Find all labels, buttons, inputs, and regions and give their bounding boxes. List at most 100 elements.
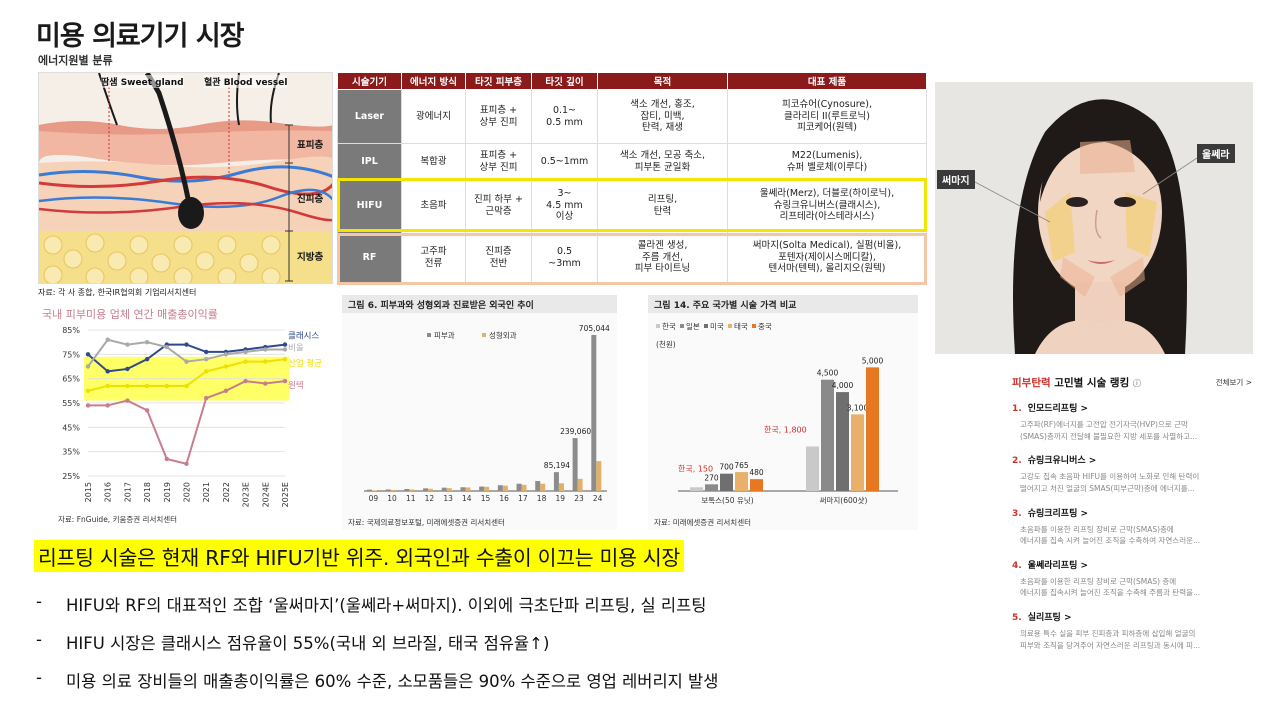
series-label: 비올	[288, 343, 304, 353]
data-point	[105, 337, 110, 342]
data-point	[223, 364, 229, 369]
table-cell-purpose: 색소 개선, 모공 축소, 피부톤 균일화	[597, 143, 728, 180]
ranking-item-desc: 의료용 특수 실을 피부 진피층과 피하층에 삽입해 얼굴의 피부와 조직을 당겨…	[1012, 628, 1244, 651]
bar	[460, 487, 466, 491]
ranking-item-desc-line: 초음파를 이용한 리프팅 장비로 근막(SMAS) 층에	[1020, 576, 1177, 586]
table-cell-products: 써마지(Solta Medical), 실펌(비올), 포텐자(제이시스메디칼)…	[727, 231, 927, 284]
table-cell-energy: 초음파	[401, 179, 466, 232]
ranking-item-name: 실리프팅 >	[1027, 613, 1072, 623]
bar	[836, 392, 849, 491]
ranking-panel: 피부탄력 고민별 시술 랭킹 ⓘ 전체보기 > 1. 인모드리프팅 > 고주파(RF…	[1012, 375, 1252, 675]
blood-vessel-label: 혈관 Blood vessel	[204, 75, 288, 88]
x-tick-label: 12	[425, 494, 435, 503]
ranking-item-name: 슈링크리프팅 >	[1027, 508, 1089, 519]
ranking-item-title[interactable]: 2. 슈링크유니버스 >	[1012, 453, 1252, 466]
x-tick-label: 2019	[163, 482, 172, 502]
data-point	[282, 378, 288, 384]
data-label: 270	[704, 473, 719, 482]
ranking-item-desc: 초음파를 이용한 리프팅 장비로 근막(SMAS) 층에 에너지를 집속시켜 늘어…	[1012, 576, 1244, 599]
view-all-link[interactable]: 전체보기 >	[1215, 378, 1252, 387]
x-tick-label: 2024E	[261, 482, 270, 507]
list-item[interactable]: 4. 울쎄라리프팅 > 초음파를 이용한 리프팅 장비로 근막(SMAS) 층에 에너…	[1012, 558, 1252, 599]
bar	[502, 485, 508, 491]
data-label: 480	[749, 468, 764, 477]
bar	[367, 489, 372, 491]
x-tick-label: 15	[481, 494, 491, 503]
table-cell-products: 피코슈어(Cynosure), 클라리티 II(루트로닉) 피코케어(원텍)	[727, 89, 927, 144]
y-tick-label: 75%	[62, 350, 80, 359]
thermage-tag: 써마지	[937, 170, 975, 189]
table-header: 대표 제품	[727, 72, 927, 90]
data-point	[85, 388, 91, 394]
data-point	[263, 347, 268, 352]
margin-chart-source: 자료: FnGuide, 키움증권 리서치센터	[58, 515, 178, 524]
ranking-item-title[interactable]: 5. 실리프팅 >	[1012, 610, 1252, 623]
ranking-item-desc-line: 떨어지고 처진 얼굴의 SMAS(피부근막)층에 에너지를...	[1020, 483, 1195, 493]
bar	[851, 414, 864, 491]
x-tick-label: 11	[406, 494, 416, 503]
legend-label: 피부과	[434, 331, 455, 340]
data-label: 4,000	[832, 381, 854, 390]
table-cell-depth: 0.5~1mm	[531, 143, 598, 180]
bar	[535, 481, 541, 491]
epidermis-label: 표피층	[297, 140, 324, 151]
ranking-item-title[interactable]: 4. 울쎄라리프팅 >	[1012, 558, 1252, 571]
list-item[interactable]: 1. 인모드리프팅 > 고주파(RF)에너지를 고전압 전기자극(HVP)으로 근막…	[1012, 401, 1252, 442]
data-point	[243, 359, 248, 364]
summary-bullets: - HIFU와 RF의 대표적인 조합 ‘울써마지’(울쎄라+써마지). 이외에 …	[36, 592, 718, 706]
x-tick-label: 19	[555, 494, 565, 503]
bar	[705, 484, 718, 491]
table-header-row: 시술기기 에너지 방식 타깃 피부층 타깃 깊이 목적 대표 제품	[337, 72, 927, 90]
patients-chart-panel: 그림 6. 피부과와 성형외과 진료받은 외국인 추이 피부과 성형외과 09 10 1…	[342, 295, 617, 530]
table-cell-energy: 복합광	[401, 143, 466, 180]
list-item[interactable]: 5. 실리프팅 > 의료용 특수 실을 피부 진피층과 피하층에 삽입해 얼굴의 피부…	[1012, 610, 1252, 651]
ranking-item-desc-line: 고강도 집속 초음파 HIFU를 이용하여 노화로 인해 탄력이	[1020, 472, 1200, 482]
legend-swatch	[728, 324, 732, 328]
table-cell-layer: 표피층 + 상부 진피	[465, 89, 532, 144]
x-tick-label: 2025E	[281, 482, 290, 507]
table-cell-energy: 광에너지	[401, 89, 466, 144]
list-item[interactable]: 3. 슈링크리프팅 > 초음파를 이용한 리프팅 장비로 근막(SMAS)층에 에너지…	[1012, 506, 1252, 547]
ranking-item-name: 슈링크유니버스 >	[1027, 456, 1097, 467]
bullet-text: HIFU 시장은 클래시스 점유율이 55%(국내 외 브라질, 태국 점유율↑…	[66, 634, 550, 653]
info-icon[interactable]: ⓘ	[1132, 379, 1141, 388]
bar	[540, 483, 546, 491]
face-illustration	[935, 82, 1253, 354]
bar	[821, 379, 834, 491]
dermis-label: 진피층	[297, 194, 324, 205]
ranking-item-desc: 초음파를 이용한 리프팅 장비로 근막(SMAS)층에 에너지를 집속 시켜 늘어…	[1012, 524, 1244, 547]
korea-label: 한국, 1,800	[764, 425, 807, 434]
bar	[866, 367, 879, 491]
data-label: 3,100	[847, 403, 869, 412]
data-point	[144, 383, 150, 389]
bar	[409, 489, 415, 491]
legend-swatch	[752, 324, 756, 328]
data-point	[85, 352, 91, 357]
bar	[553, 472, 559, 491]
bar	[479, 486, 485, 491]
table-row: IPL 복합광 표피층 + 상부 진피 0.5~1mm 색소 개선, 모공 축소, 피부…	[337, 143, 927, 180]
bar	[521, 484, 527, 491]
ranking-item-number: 3.	[1012, 508, 1022, 519]
table-cell-depth: 0.1~ 0.5 mm	[531, 89, 598, 144]
data-point	[204, 357, 209, 362]
legend-swatch	[704, 324, 708, 328]
ranking-item-title[interactable]: 1. 인모드리프팅 >	[1012, 401, 1252, 414]
y-tick-label: 85%	[62, 326, 80, 335]
table-cell-layer: 진피 하부 + 근막층	[465, 179, 532, 232]
bullet-text: 미용 의료 장비들의 매출총이익률은 60% 수준, 소모품들은 90% 수준으…	[66, 672, 719, 691]
x-tick-label: 18	[537, 494, 547, 503]
unit-label: (천원)	[656, 339, 676, 349]
x-tick-label: 2020	[183, 482, 192, 502]
data-point	[85, 364, 91, 369]
table-cell-name: RF	[337, 231, 402, 284]
bar	[441, 487, 447, 491]
table-cell-energy: 고주파 전류	[401, 231, 466, 284]
legend-swatch	[482, 333, 486, 337]
legend-label: 미국	[710, 322, 724, 331]
list-item[interactable]: 2. 슈링크유니버스 > 고강도 집속 초음파 HIFU를 이용하여 노화로 인해 …	[1012, 453, 1252, 494]
ranking-item-title[interactable]: 3. 슈링크리프팅 >	[1012, 506, 1252, 519]
list-item: - HIFU 시장은 클래시스 점유율이 55%(국내 외 브라질, 태국 점유율…	[36, 630, 718, 668]
ranking-item-number: 2.	[1012, 456, 1022, 467]
